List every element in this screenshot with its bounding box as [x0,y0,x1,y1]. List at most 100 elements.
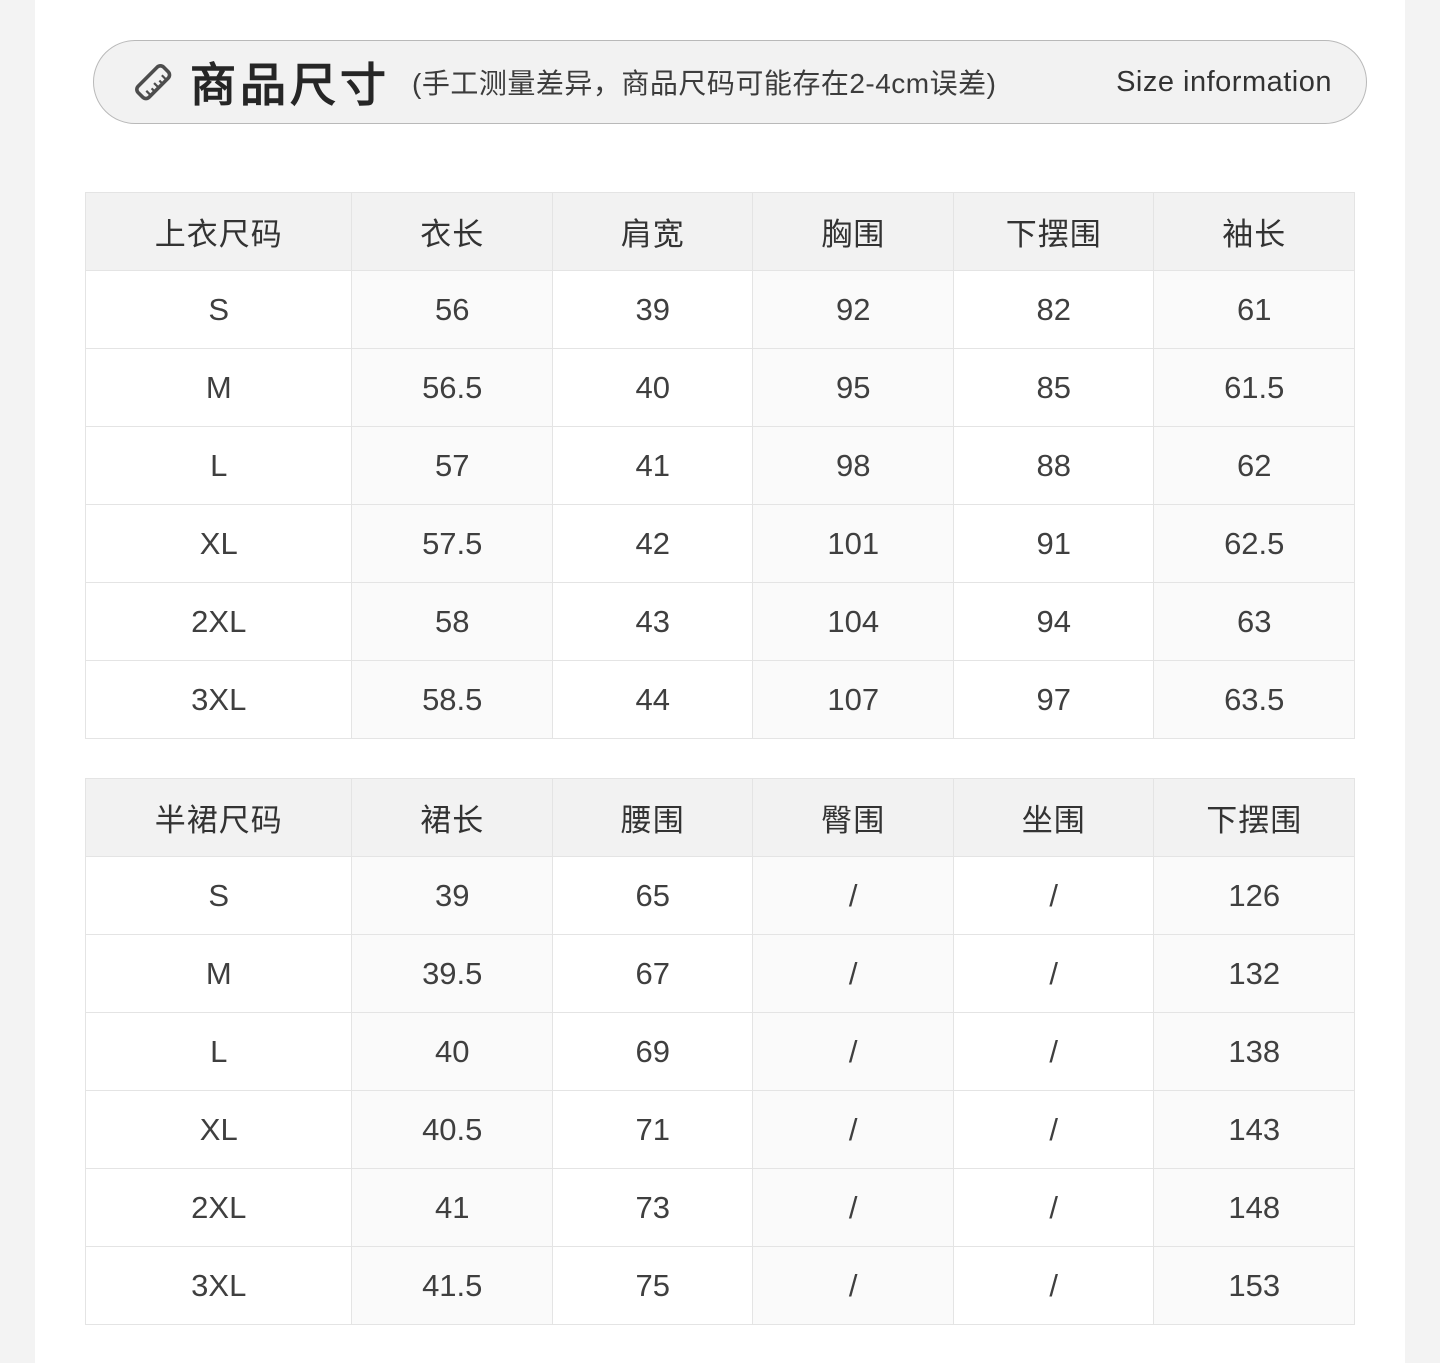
size-label-cell: XL [84,504,353,583]
table-row: L 57 41 98 88 62 [84,426,1355,505]
measurement-value-cell: 67 [551,934,754,1013]
table-row: 3XL 41.5 75//153 [84,1246,1355,1325]
page-gutter-left [0,0,35,1363]
measurement-value-cell: 44 [551,660,754,739]
measurement-value-cell: / [752,856,954,935]
measurement-value-cell: 73 [551,1168,754,1247]
measurement-value-cell: / [952,934,1155,1013]
measurement-value-cell: 63 [1153,582,1355,661]
measurement-value-cell: 39 [351,856,553,935]
measurement-value-cell: 153 [1153,1246,1355,1325]
size-info-header-banner: 商品尺寸 (手工测量差异，商品尺码可能存在2-4cm误差) Size infor… [93,40,1367,124]
measurement-value-cell: 69 [551,1012,754,1091]
measurement-value-cell: / [952,1246,1155,1325]
header-row: 上衣尺码 衣长 肩宽 胸围 下摆围 袖长 [84,192,1355,271]
column-header: 胸围 [752,192,954,271]
measurement-value-cell: 65 [551,856,754,935]
size-label-cell: M [84,348,353,427]
measurement-value-cell: 98 [752,426,954,505]
column-header: 裙长 [351,778,553,857]
column-header: 袖长 [1153,192,1355,271]
measurement-value-cell: 56 [351,270,553,349]
size-label-cell: L [84,1012,353,1091]
size-label-cell: S [84,270,353,349]
measurement-value-cell: 62.5 [1153,504,1355,583]
measurement-value-cell: / [752,1168,954,1247]
ruler-icon [128,57,178,107]
measurement-value-cell: / [752,1090,954,1169]
measurement-value-cell: 62 [1153,426,1355,505]
size-label-cell: L [84,426,353,505]
table-row: 2XL 41 73//148 [84,1168,1355,1247]
measurement-disclaimer: (手工测量差异，商品尺码可能存在2-4cm误差) [412,68,997,99]
measurement-value-cell: 91 [952,504,1155,583]
skirt-size-table: 半裙尺码 裙长 腰围 臀围 坐围 下摆围 S 39 65//126 M 39.5 67//132 L 40… [84,778,1355,1325]
measurement-value-cell: 42 [551,504,754,583]
header-row: 半裙尺码 裙长 腰围 臀围 坐围 下摆围 [84,778,1355,857]
measurement-value-cell: 57.5 [351,504,553,583]
measurement-value-cell: 82 [952,270,1155,349]
table-row: M 56.5 40 95 85 61.5 [84,348,1355,427]
measurement-value-cell: 39 [551,270,754,349]
skirt-size-table: 半裙尺码 裙长 腰围 臀围 坐围 下摆围 S 39 65//126 M 39.5 67//132 L 40… [84,778,1355,1325]
measurement-value-cell: / [752,1246,954,1325]
measurement-value-cell: / [952,1168,1155,1247]
measurement-value-cell: 85 [952,348,1155,427]
measurement-value-cell: 41 [351,1168,553,1247]
column-header: 腰围 [551,778,754,857]
size-label-cell: S [84,856,353,935]
measurement-value-cell: 39.5 [351,934,553,1013]
table-row: 2XL 58 43 104 94 63 [84,582,1355,661]
measurement-value-cell: 94 [952,582,1155,661]
size-label-cell: XL [84,1090,353,1169]
table-row: XL 57.5 42 101 91 62.5 [84,504,1355,583]
measurement-value-cell: 126 [1153,856,1355,935]
size-label-cell: 2XL [84,1168,353,1247]
column-header: 坐围 [952,778,1155,857]
column-header: 下摆围 [952,192,1155,271]
measurement-value-cell: 40.5 [351,1090,553,1169]
measurement-value-cell: 57 [351,426,553,505]
measurement-value-cell: 104 [752,582,954,661]
measurement-value-cell: / [952,1012,1155,1091]
column-header: 臀围 [752,778,954,857]
measurement-value-cell: 61.5 [1153,348,1355,427]
measurement-value-cell: 43 [551,582,754,661]
table-row: S 56 39 92 82 61 [84,270,1355,349]
measurement-value-cell: 56.5 [351,348,553,427]
measurement-value-cell: 88 [952,426,1155,505]
measurement-value-cell: 58 [351,582,553,661]
measurement-value-cell: 95 [752,348,954,427]
measurement-value-cell: / [752,934,954,1013]
measurement-value-cell: 63.5 [1153,660,1355,739]
measurement-value-cell: 107 [752,660,954,739]
column-header: 肩宽 [551,192,754,271]
column-header: 衣长 [351,192,553,271]
measurement-value-cell: / [952,856,1155,935]
size-label-cell: M [84,934,353,1013]
measurement-value-cell: 71 [551,1090,754,1169]
table-row: 3XL 58.5 44 107 97 63.5 [84,660,1355,739]
table-row: XL 40.5 71//143 [84,1090,1355,1169]
measurement-value-cell: 40 [551,348,754,427]
section-title: 商品尺寸 [190,59,390,111]
measurement-value-cell: / [752,1012,954,1091]
section-title-english: Size information [1116,65,1332,98]
column-header: 半裙尺码 [84,778,353,857]
measurement-value-cell: 97 [952,660,1155,739]
size-label-cell: 3XL [84,1246,353,1325]
measurement-value-cell: 41.5 [351,1246,553,1325]
table-row: S 39 65//126 [84,856,1355,935]
measurement-value-cell: 40 [351,1012,553,1091]
measurement-value-cell: 61 [1153,270,1355,349]
column-header: 下摆围 [1153,778,1355,857]
column-header: 上衣尺码 [84,192,353,271]
measurement-value-cell: 75 [551,1246,754,1325]
tops-size-table: 上衣尺码 衣长 肩宽 胸围 下摆围 袖长 S 56 39 92 82 61 M 56.5 40 95 85 61.… [84,192,1355,739]
measurement-value-cell: 101 [752,504,954,583]
measurement-value-cell: 41 [551,426,754,505]
measurement-value-cell: 138 [1153,1012,1355,1091]
measurement-value-cell: 148 [1153,1168,1355,1247]
measurement-value-cell: 92 [752,270,954,349]
measurement-value-cell: 58.5 [351,660,553,739]
